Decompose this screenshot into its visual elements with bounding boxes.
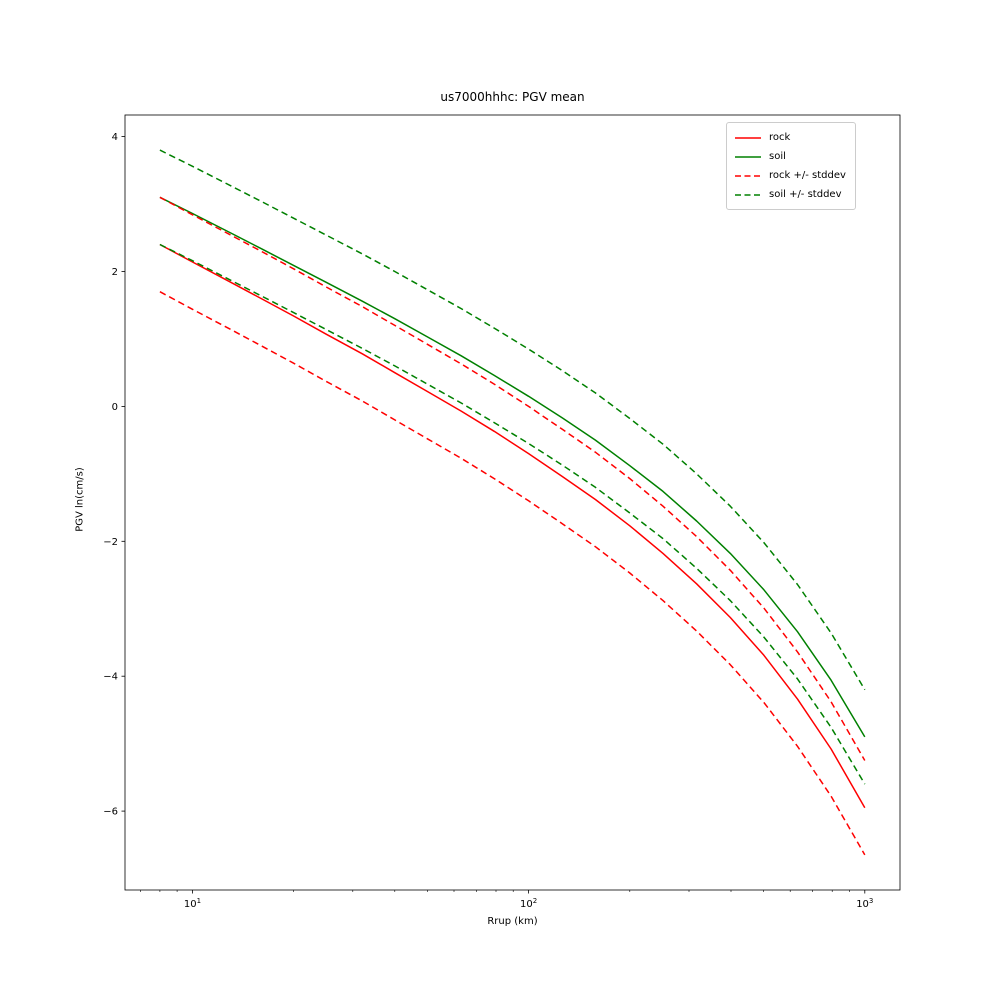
svg-text:4: 4 [112,132,118,143]
legend-line-rock-stddev [735,174,761,177]
svg-text:−6: −6 [103,807,118,818]
legend-entry-soil-stddev: soil +/- stddev [734,185,846,204]
legend: rock soil rock +/- stddev soil +/- stdde… [726,122,856,210]
legend-line-rock [735,136,761,139]
svg-text:101: 101 [184,897,201,910]
chart-title: us7000hhhc: PGV mean [440,90,585,104]
svg-text:102: 102 [520,897,537,910]
legend-entry-soil: soil [734,147,846,166]
legend-label-soil: soil [769,151,786,162]
svg-text:0: 0 [112,402,118,413]
svg-text:103: 103 [856,897,873,910]
svg-text:−2: −2 [103,537,118,548]
y-axis-label: PGV ln(cm/s) [74,467,86,532]
legend-label-rock: rock [769,132,791,143]
svg-text:2: 2 [112,267,118,278]
legend-label-rock-stddev: rock +/- stddev [769,170,846,181]
x-axis-label: Rrup (km) [487,916,538,927]
legend-line-soil [735,155,761,158]
legend-line-soil-stddev [735,193,761,196]
svg-text:−4: −4 [103,672,118,683]
legend-entry-rock: rock [734,128,846,147]
legend-label-soil-stddev: soil +/- stddev [769,189,842,200]
legend-entry-rock-stddev: rock +/- stddev [734,166,846,185]
